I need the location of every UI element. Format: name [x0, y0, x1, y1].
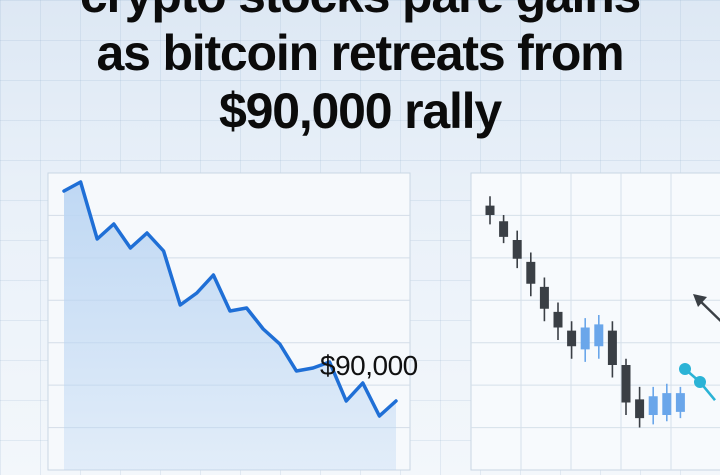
candle	[621, 358, 631, 415]
candle	[635, 386, 645, 428]
candle	[662, 383, 672, 422]
accent-point	[694, 376, 706, 388]
candle-body	[539, 286, 549, 309]
candle-body	[594, 324, 604, 347]
headline-line-1: crypto stocks pare gains	[0, 0, 720, 24]
arrow-head	[693, 294, 707, 307]
candle	[567, 321, 577, 359]
candle	[499, 215, 509, 244]
candle	[594, 315, 604, 359]
candle-body	[526, 261, 536, 284]
candle-body	[553, 311, 563, 328]
candle-body	[662, 393, 672, 415]
candle	[580, 318, 590, 362]
price-area-fill	[64, 182, 396, 470]
candle-body	[499, 221, 509, 237]
accent-point	[679, 363, 691, 375]
candle-body	[621, 365, 631, 403]
headline-line-2: as bitcoin retreats from	[96, 25, 625, 81]
right-chart-frame	[470, 172, 720, 471]
candle-body	[485, 205, 495, 215]
headline: crypto stocks pare gains as bitcoin retr…	[0, 0, 720, 140]
candle-body	[607, 330, 617, 365]
candle	[526, 252, 536, 297]
candle	[607, 321, 617, 378]
candle	[648, 386, 658, 425]
candle-body	[635, 399, 645, 419]
candle	[675, 386, 685, 419]
candle-body	[512, 240, 522, 259]
candle-body	[648, 396, 658, 415]
candle-body	[675, 393, 685, 412]
headline-line-3: $90,000 rally	[219, 83, 502, 139]
candle-body	[580, 327, 590, 350]
candle	[539, 277, 549, 322]
candle	[512, 230, 522, 269]
candle	[485, 196, 495, 225]
candle	[553, 302, 563, 340]
candle-body	[567, 330, 577, 347]
price-label: $90,000	[320, 350, 418, 381]
